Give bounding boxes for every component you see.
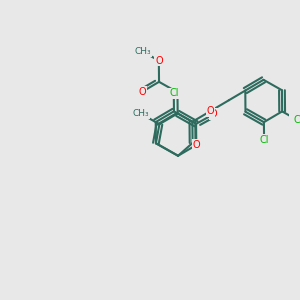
Text: O: O [210, 109, 218, 119]
Text: O: O [139, 86, 146, 97]
Text: Cl: Cl [293, 115, 300, 125]
Text: Cl: Cl [169, 88, 178, 98]
Text: Cl: Cl [259, 135, 269, 145]
Text: CH₃: CH₃ [133, 109, 149, 118]
Text: CH₃: CH₃ [135, 47, 152, 56]
Text: O: O [193, 140, 200, 150]
Text: O: O [207, 106, 214, 116]
Text: O: O [155, 56, 163, 66]
